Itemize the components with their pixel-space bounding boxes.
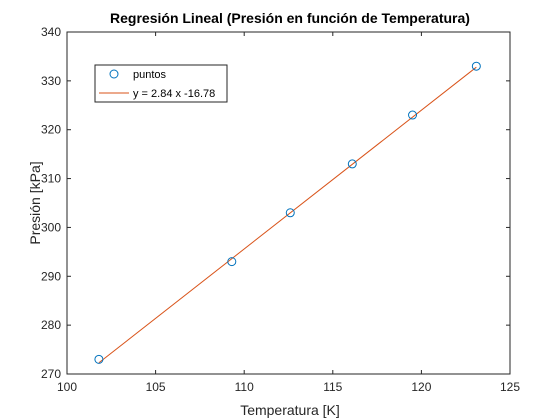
chart-title: Regresión Lineal (Presión en función de … bbox=[110, 10, 470, 26]
y-tick-label: 340 bbox=[41, 25, 61, 39]
data-point bbox=[94, 354, 104, 364]
data-point bbox=[285, 208, 295, 218]
y-tick-label: 310 bbox=[41, 172, 61, 186]
fit-line bbox=[98, 66, 477, 364]
x-tick-label: 120 bbox=[411, 380, 431, 394]
y-tick-label: 270 bbox=[41, 367, 61, 381]
y-tick-label: 330 bbox=[41, 74, 61, 88]
data-point bbox=[471, 61, 481, 71]
series-fit-line bbox=[98, 66, 477, 364]
legend-label-puntos: puntos bbox=[133, 69, 167, 81]
x-tick-label: 105 bbox=[146, 380, 166, 394]
legend: puntos y = 2.84 x -16.78 bbox=[94, 64, 228, 103]
x-tick-label: 115 bbox=[323, 380, 342, 394]
legend-label-fit: y = 2.84 x -16.78 bbox=[133, 88, 215, 100]
x-tick-label: 100 bbox=[57, 380, 77, 394]
y-ticks: 270 280 290 300 310 320 330 340 bbox=[41, 25, 510, 381]
x-ticks: 100 105 110 115 120 125 bbox=[57, 32, 520, 394]
legend-marker-puntos bbox=[109, 69, 119, 79]
y-tick-label: 320 bbox=[41, 123, 61, 137]
x-axis-label: Temperatura [K] bbox=[240, 402, 340, 418]
y-tick-label: 280 bbox=[41, 318, 61, 332]
y-tick-label: 290 bbox=[41, 269, 61, 283]
data-point bbox=[408, 110, 418, 120]
x-tick-label: 110 bbox=[235, 380, 254, 394]
data-point bbox=[227, 257, 237, 267]
y-tick-label: 300 bbox=[41, 220, 61, 234]
y-axis-label: Presión [kPa] bbox=[27, 161, 43, 244]
x-tick-label: 125 bbox=[500, 380, 520, 394]
data-point bbox=[347, 159, 357, 169]
series-points bbox=[94, 61, 481, 364]
